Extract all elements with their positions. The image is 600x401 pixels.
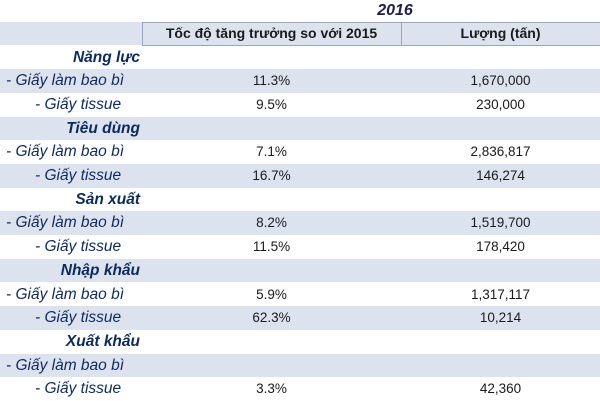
group-row: Năng lực <box>0 45 600 70</box>
volume-cell <box>401 46 600 70</box>
growth-cell: 62.3% <box>252 310 291 326</box>
growth-cell: 5.9% <box>256 286 287 302</box>
volume-cell: 146,274 <box>476 168 525 183</box>
volume-cell <box>401 188 600 212</box>
group-label: Sản xuất <box>75 190 140 208</box>
volume-cell <box>401 354 600 378</box>
volume-cell: 10,214 <box>479 310 522 326</box>
growth-cell <box>142 188 401 212</box>
item-label: - Giấy làm bao bì <box>6 214 125 232</box>
table-year-title: 2016 <box>377 2 413 19</box>
table-row: - Giấy tissue 9.5% 230,000 <box>0 92 600 117</box>
header-band <box>0 22 600 45</box>
item-label: - Giấy làm bao bì <box>6 143 125 161</box>
growth-cell: 7.1% <box>256 144 287 160</box>
item-label: - Giấy tissue <box>35 238 122 256</box>
volume-cell: 42,360 <box>479 381 522 397</box>
growth-cell: 8.2% <box>256 215 287 231</box>
table-row: - Giấy làm bao bì 7.1% 2,836,817 <box>0 140 600 164</box>
group-row: Xuất khẩu <box>0 329 600 354</box>
volume-cell: 178,420 <box>476 239 525 255</box>
volume-cell: 1,519,700 <box>470 215 531 231</box>
volume-cell <box>401 117 600 141</box>
group-label: Tiêu dùng <box>66 119 140 137</box>
table-row: - Giấy tissue 11.5% 178,420 <box>0 235 600 259</box>
growth-cell <box>142 117 401 141</box>
header-growth: Tốc độ tăng trưởng so với 2015 <box>165 25 378 41</box>
volume-cell <box>401 259 600 283</box>
header-middle-divider <box>401 22 402 45</box>
growth-cell <box>142 330 401 354</box>
volume-cell: 1,317,117 <box>470 286 531 302</box>
item-label: - Giấy làm bao bì <box>6 72 125 90</box>
growth-cell: 16.7% <box>252 168 291 183</box>
volume-cell <box>401 330 600 354</box>
growth-cell <box>142 354 401 378</box>
group-label: Nhập khẩu <box>60 261 140 279</box>
volume-cell: 230,000 <box>476 96 525 112</box>
growth-cell: 9.5% <box>256 96 287 112</box>
table-row: - Giấy tissue 3.3% 42,360 <box>0 377 600 401</box>
item-label: - Giấy làm bao bì <box>6 356 125 374</box>
group-row: Tiêu dùng <box>0 116 600 141</box>
table-row: - Giấy tissue 62.3% 10,214 <box>0 306 600 330</box>
table-row: - Giấy làm bao bì 8.2% 1,519,700 <box>0 211 600 235</box>
volume-cell: 2,836,817 <box>470 144 531 160</box>
table-row: - Giấy làm bao bì 5.9% 1,317,117 <box>0 282 600 306</box>
growth-cell <box>142 46 401 70</box>
item-label: - Giấy làm bao bì <box>6 285 125 303</box>
item-label: - Giấy tissue <box>35 380 122 398</box>
growth-cell <box>142 259 401 283</box>
group-row: Nhập khẩu <box>0 258 600 283</box>
table-row: - Giấy tissue 16.7% 146,274 <box>0 164 600 188</box>
group-label: Xuất khẩu <box>65 332 140 350</box>
table-row: - Giấy làm bao bì <box>0 353 600 378</box>
group-row: Sản xuất <box>0 187 600 212</box>
group-label: Năng lực <box>72 48 140 66</box>
item-label: - Giấy tissue <box>35 95 122 113</box>
header-top-divider <box>142 22 600 23</box>
growth-cell: 11.5% <box>252 239 291 255</box>
item-label: - Giấy tissue <box>35 167 122 184</box>
growth-cell: 3.3% <box>256 381 287 397</box>
header-left-divider <box>142 22 143 45</box>
growth-cell: 11.3% <box>252 73 291 89</box>
header-volume: Lượng (tấn) <box>460 25 541 41</box>
table-row: - Giấy làm bao bì 11.3% 1,670,000 <box>0 69 600 93</box>
item-label: - Giấy tissue <box>35 309 122 327</box>
volume-cell: 1,670,000 <box>470 73 531 89</box>
